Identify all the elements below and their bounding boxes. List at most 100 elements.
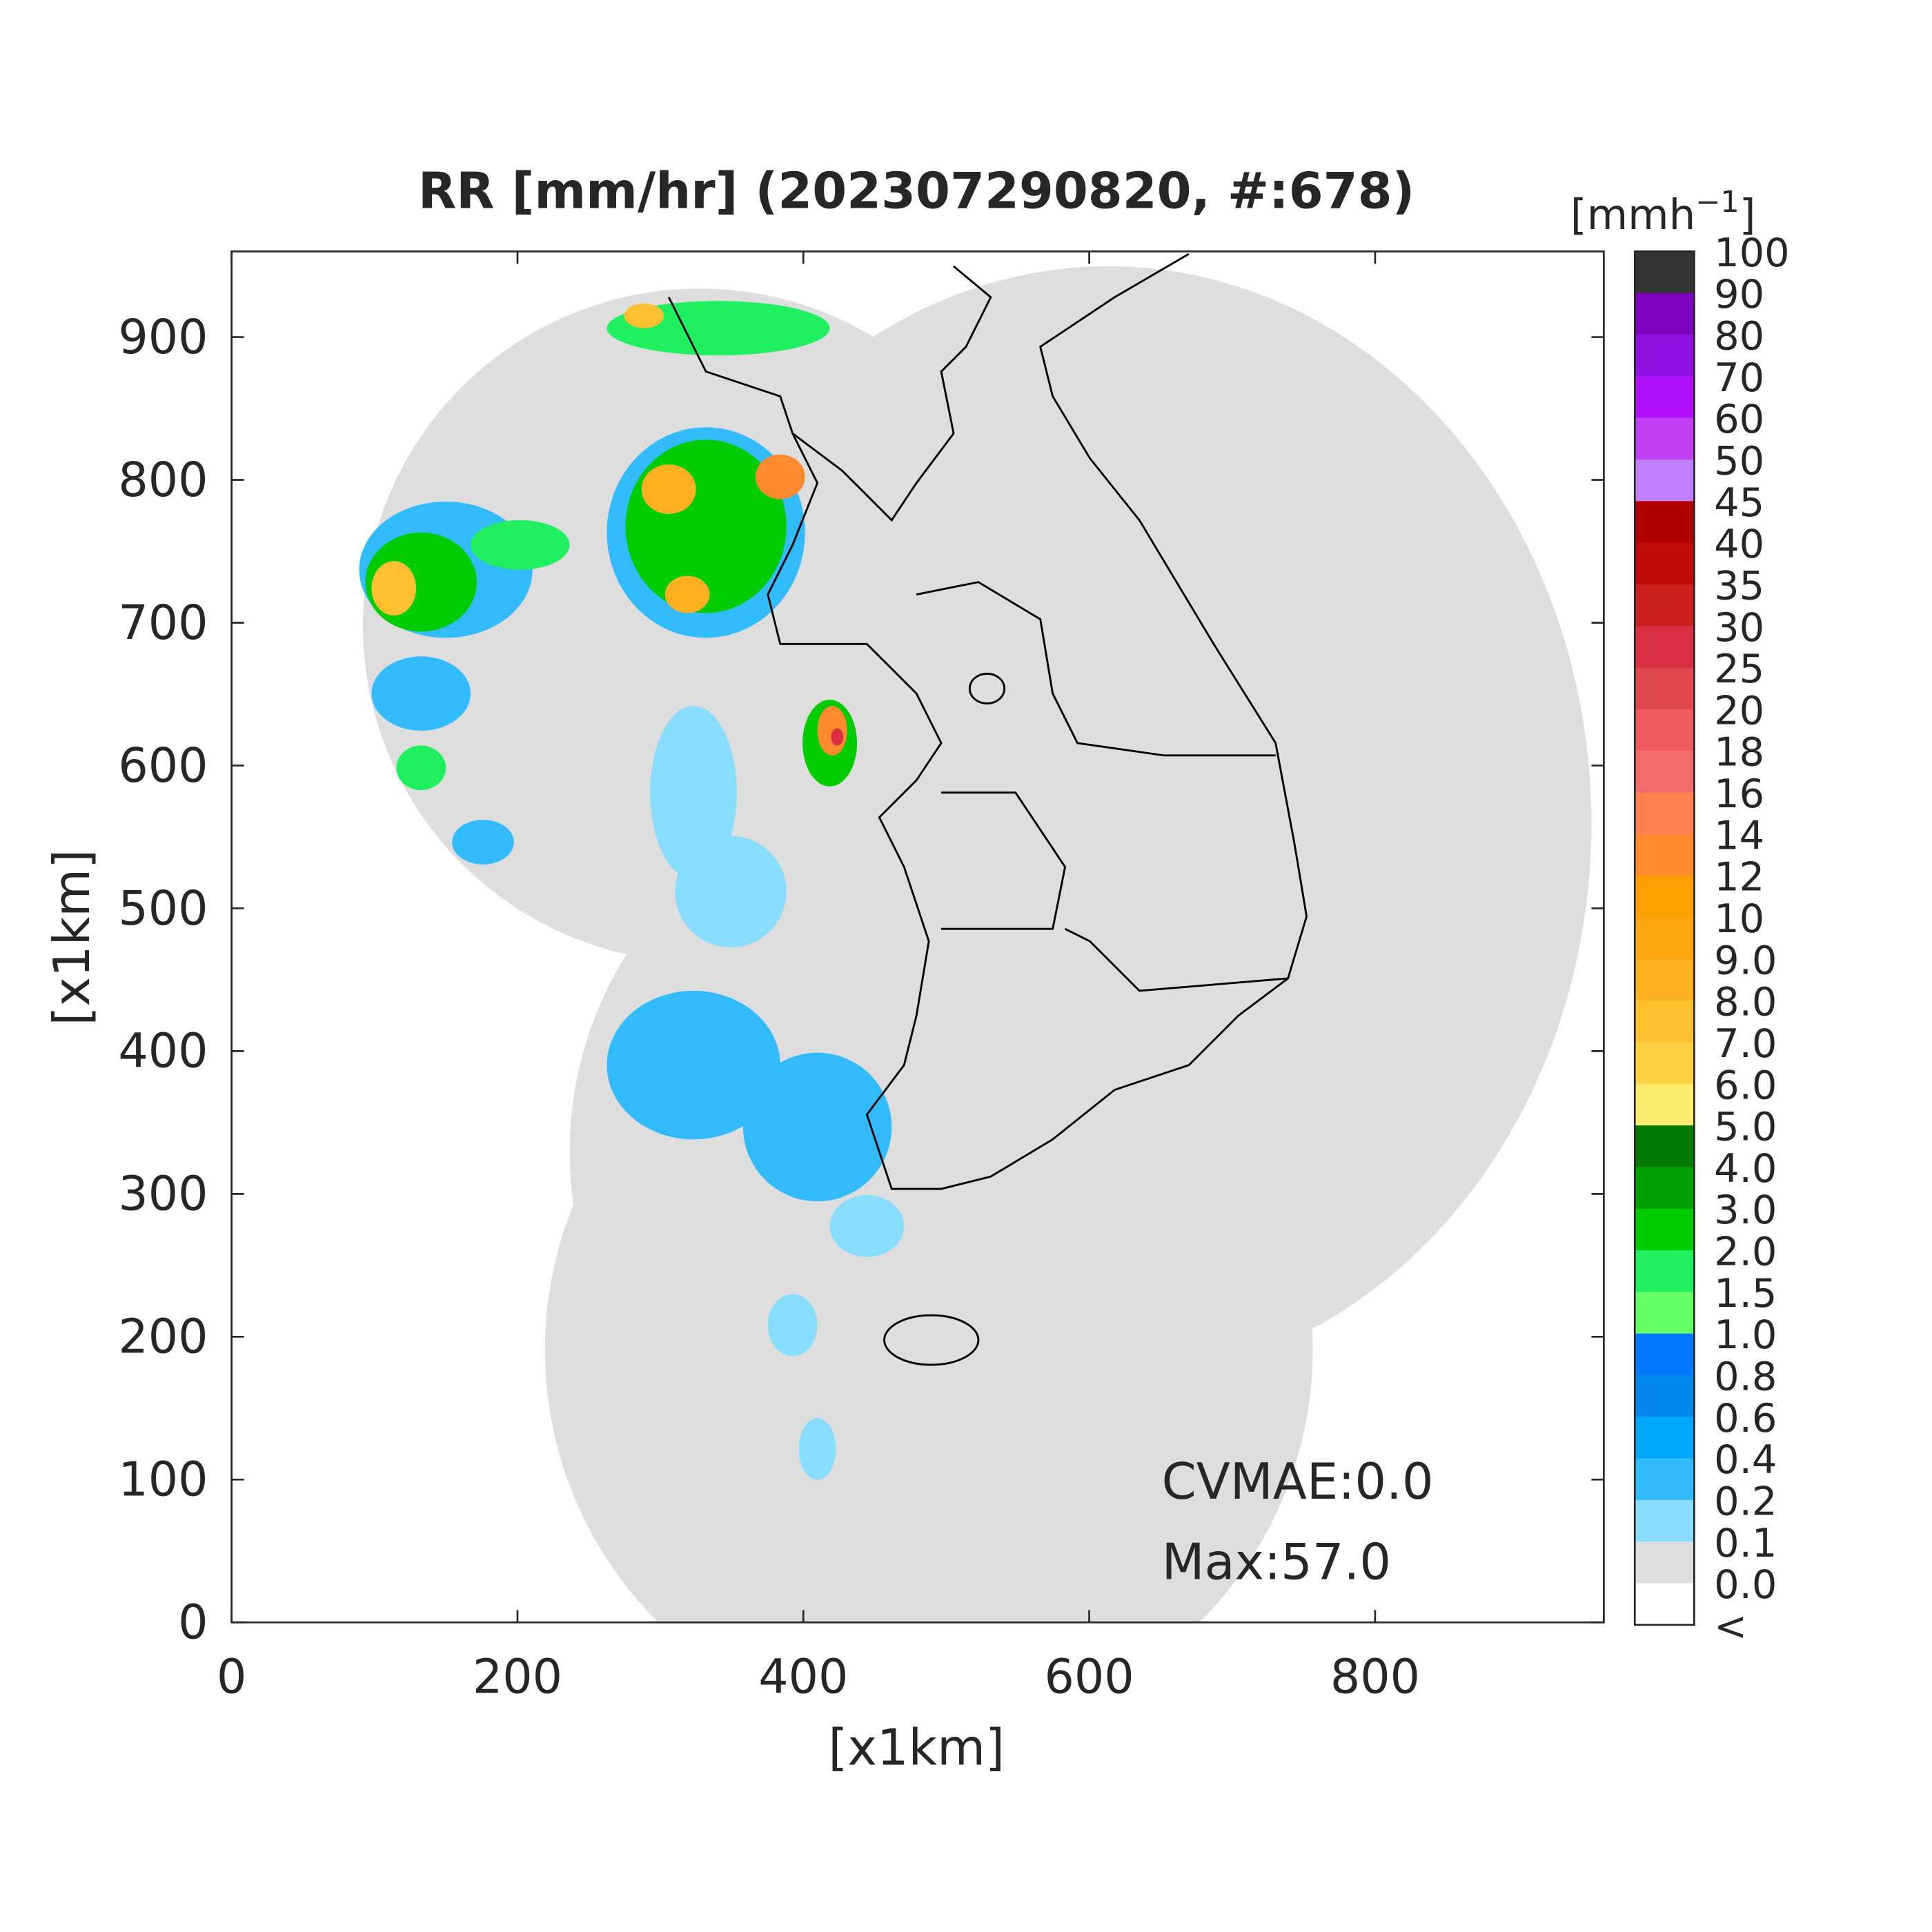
colorbar-bin bbox=[1635, 667, 1695, 710]
x-tick-label: 600 bbox=[1045, 1650, 1134, 1705]
border-line bbox=[791, 265, 992, 522]
colorbar-label: 8.0 bbox=[1714, 979, 1777, 1025]
colorbar-label: 45 bbox=[1714, 480, 1764, 526]
unit-base: [mmh bbox=[1570, 190, 1695, 239]
y-tick-label: 900 bbox=[118, 310, 208, 365]
province-line bbox=[941, 791, 1288, 992]
colorbar-label: 20 bbox=[1714, 687, 1764, 733]
colorbar-bin bbox=[1635, 1333, 1695, 1376]
plot-frame bbox=[230, 250, 1605, 1624]
jeju-island bbox=[883, 1314, 980, 1366]
colorbar-label: 90 bbox=[1714, 271, 1764, 317]
colorbar-bin bbox=[1635, 1167, 1695, 1210]
colorbar-bin bbox=[1635, 1042, 1695, 1085]
colorbar-label: 9.0 bbox=[1714, 937, 1777, 983]
colorbar-label: 0.0 bbox=[1714, 1561, 1777, 1608]
colorbar-label: 3.0 bbox=[1714, 1187, 1777, 1233]
echo bbox=[396, 745, 446, 791]
colorbar-bin bbox=[1635, 751, 1695, 793]
colorbar-label: 16 bbox=[1714, 771, 1764, 817]
colorbar-bin bbox=[1635, 1208, 1695, 1251]
echo bbox=[817, 706, 847, 756]
colorbar-bin bbox=[1635, 1417, 1695, 1459]
colorbar-bin bbox=[1635, 1499, 1695, 1543]
colorbar-bin bbox=[1635, 958, 1695, 1001]
y-tick-label: 700 bbox=[118, 596, 208, 651]
colorbar-bin bbox=[1635, 1292, 1695, 1334]
colorbar-label: 1.0 bbox=[1714, 1312, 1777, 1358]
colorbar-label: 50 bbox=[1714, 437, 1764, 484]
y-tick-label: 300 bbox=[118, 1167, 208, 1222]
peninsula-outline bbox=[667, 253, 1308, 1190]
echo bbox=[664, 575, 710, 613]
annotation: CVMAE:0.0 bbox=[1162, 1452, 1434, 1510]
colorbar-label: 4.0 bbox=[1714, 1145, 1777, 1192]
colorbar-label: 80 bbox=[1714, 313, 1764, 359]
echo bbox=[471, 520, 570, 570]
y-tick-label: 600 bbox=[118, 739, 208, 793]
colorbar-bin bbox=[1635, 917, 1695, 960]
colorbar-bin bbox=[1635, 501, 1695, 544]
echo bbox=[798, 1418, 836, 1480]
chart-title: RR [mm/hr] (202307290820, #:678) bbox=[418, 162, 1414, 220]
colorbar-label: 0.2 bbox=[1714, 1478, 1777, 1524]
echo bbox=[624, 303, 664, 328]
x-tick-label: 800 bbox=[1330, 1650, 1420, 1705]
echo bbox=[650, 706, 737, 880]
colorbar-bin bbox=[1635, 834, 1695, 877]
colorbar-bin bbox=[1635, 1125, 1695, 1168]
colorbar-label: 2.0 bbox=[1714, 1229, 1777, 1275]
colorbar: 100908070605045403530252018161412109.08.… bbox=[1633, 230, 1790, 1649]
colorbar-bin bbox=[1635, 1083, 1695, 1126]
colorbar-label: 30 bbox=[1714, 604, 1764, 651]
colorbar-bin bbox=[1635, 1583, 1695, 1626]
city-boundary bbox=[968, 672, 1006, 704]
coastline bbox=[667, 253, 1308, 1366]
coverage-south bbox=[544, 966, 1313, 1623]
colorbar-label: 70 bbox=[1714, 355, 1764, 401]
x-tick-label: 200 bbox=[473, 1650, 562, 1705]
x-tick-label: 0 bbox=[217, 1650, 246, 1705]
colorbar-bin bbox=[1635, 542, 1695, 585]
colorbar-label: 0.6 bbox=[1714, 1395, 1777, 1441]
x-axis-label: [x1km] bbox=[828, 1719, 1005, 1777]
radar-field bbox=[359, 253, 1592, 1623]
axes: 0 200 400 600 800 0 100 200 300 400 500 600 700 800 90… bbox=[118, 251, 1604, 1705]
echo bbox=[452, 820, 514, 865]
colorbar-bin bbox=[1635, 376, 1695, 419]
rain-echoes bbox=[359, 301, 905, 1480]
colorbar-label: 0.4 bbox=[1714, 1437, 1777, 1483]
colorbar-label: 6.0 bbox=[1714, 1062, 1777, 1108]
colorbar-label: 18 bbox=[1714, 729, 1764, 776]
colorbar-bin bbox=[1635, 1250, 1695, 1293]
colorbar-label: 12 bbox=[1714, 854, 1764, 900]
colorbar-bin bbox=[1635, 584, 1695, 627]
unit-exponent: −1 bbox=[1695, 185, 1739, 219]
colorbar-label: 60 bbox=[1714, 396, 1764, 442]
echo bbox=[742, 1052, 892, 1202]
y-tick-label: 800 bbox=[118, 453, 208, 508]
colorbar-label: 10 bbox=[1714, 896, 1764, 942]
colorbar-label: 0.8 bbox=[1714, 1353, 1777, 1399]
colorbar-label: 25 bbox=[1714, 646, 1764, 692]
colorbar-bin bbox=[1635, 1458, 1695, 1501]
colorbar-label: 1.5 bbox=[1714, 1270, 1777, 1317]
unit-close: ] bbox=[1739, 190, 1756, 239]
colorbar-unit: [mmh−1] bbox=[1570, 185, 1756, 239]
y-tick-label: 100 bbox=[118, 1453, 208, 1508]
colorbar-bin bbox=[1635, 1541, 1695, 1584]
colorbar-bin bbox=[1635, 876, 1695, 918]
colorbar-label: 5.0 bbox=[1714, 1104, 1777, 1150]
y-tick-label: 200 bbox=[118, 1310, 208, 1365]
colorbar-bin bbox=[1635, 1374, 1695, 1418]
echo bbox=[371, 656, 471, 731]
y-tick-label: 400 bbox=[118, 1025, 208, 1079]
colorbar-bin bbox=[1635, 626, 1695, 669]
colorbar-frame bbox=[1633, 250, 1695, 1626]
echo bbox=[829, 1195, 905, 1257]
colorbar-bin bbox=[1635, 293, 1695, 335]
annotation: Max:57.0 bbox=[1162, 1532, 1391, 1590]
y-tick-label: 500 bbox=[118, 882, 208, 936]
colorbar-label: 40 bbox=[1714, 521, 1764, 567]
